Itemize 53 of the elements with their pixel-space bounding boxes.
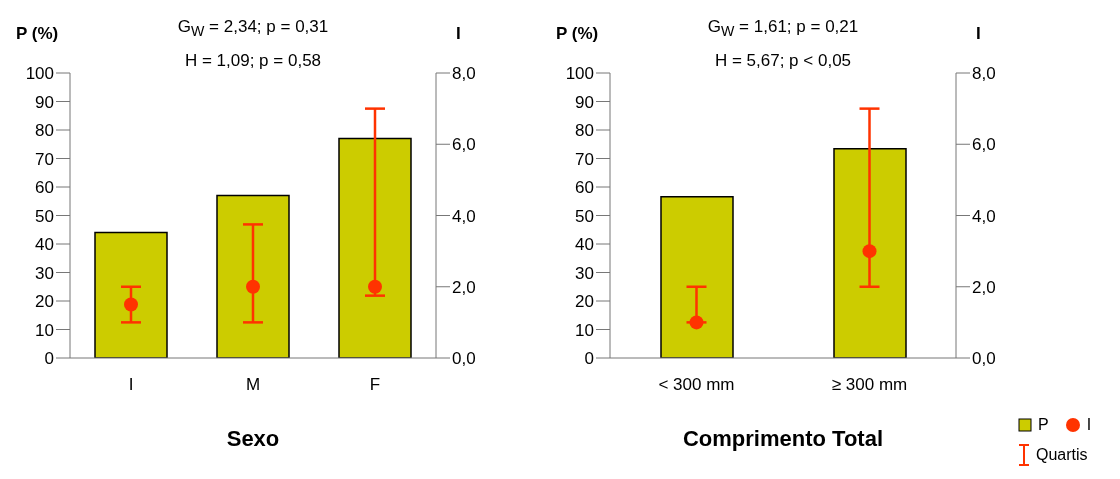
y2-tick-label: 4,0 [972, 206, 996, 226]
legend-label: I [1086, 416, 1092, 433]
x-tick-label: M [245, 375, 261, 395]
y-tick-label: 50 [575, 206, 594, 226]
y-tick-label: 0 [44, 349, 54, 369]
x-tick-label: < 300 mm [658, 375, 735, 395]
y2-tick-label: 2,0 [972, 277, 996, 297]
chart-subtitle: H = 1,09; p = 0,58 [184, 51, 322, 71]
y-tick-label: 90 [575, 92, 594, 112]
y-tick-label: 90 [35, 92, 54, 112]
y-tick-label: 10 [35, 320, 54, 340]
chart-title: G$_{W}$ = 1,61; p = 0,21 [707, 17, 859, 40]
y-tick-label: 80 [575, 121, 594, 141]
y-tick-label: 20 [35, 292, 54, 312]
legend-label: P [1038, 416, 1049, 433]
y2-axis-title: I [976, 24, 981, 43]
y2-tick-label: 0,0 [972, 349, 996, 369]
y-tick-label: 100 [25, 64, 54, 84]
x-axis-title: Comprimento Total [682, 426, 884, 451]
y2-tick-label: 0,0 [452, 349, 476, 369]
y-tick-label: 60 [35, 178, 54, 198]
chart-title: G$_{W}$ = 2,34; p = 0,31 [177, 17, 329, 40]
y2-tick-label: 4,0 [452, 206, 476, 226]
y-tick-label: 30 [575, 263, 594, 283]
y-axis-title: P (%) [556, 24, 599, 43]
y-tick-label: 50 [35, 206, 54, 226]
bar [94, 231, 168, 358]
y-tick-label: 60 [575, 178, 594, 198]
x-tick-label: I [128, 375, 134, 395]
y2-tick-label: 6,0 [452, 135, 476, 155]
y-tick-label: 30 [35, 263, 54, 283]
y-tick-label: 40 [575, 235, 594, 255]
text: Quartis [1036, 446, 1088, 463]
y-axis-title: P (%) [16, 24, 59, 43]
x-tick-label: ≥ 300 mm [831, 375, 908, 395]
x-tick-label: F [369, 375, 381, 395]
y-tick-label: 10 [575, 320, 594, 340]
y2-axis-title: I [456, 24, 461, 43]
y2-tick-label: 8,0 [972, 64, 996, 84]
bar [216, 194, 290, 358]
y-tick-label: 20 [575, 292, 594, 312]
y-tick-label: 70 [575, 149, 594, 169]
y-tick-label: 0 [584, 349, 594, 369]
bar [338, 137, 412, 358]
y2-tick-label: 6,0 [972, 135, 996, 155]
y-tick-label: 70 [35, 149, 54, 169]
y2-tick-label: 8,0 [452, 64, 476, 84]
y-tick-label: 40 [35, 235, 54, 255]
y-tick-label: 80 [35, 121, 54, 141]
x-axis-title: Sexo [226, 426, 280, 451]
y-tick-label: 100 [565, 64, 594, 84]
y2-tick-label: 2,0 [452, 277, 476, 297]
chart-subtitle: H = 5,67; p < 0,05 [714, 51, 852, 71]
